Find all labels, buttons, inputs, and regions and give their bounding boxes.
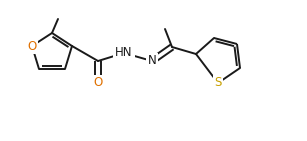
Text: O: O <box>27 39 37 52</box>
Text: N: N <box>148 55 156 68</box>
Text: O: O <box>93 77 103 90</box>
Text: HN: HN <box>115 47 133 60</box>
Text: S: S <box>214 77 222 90</box>
